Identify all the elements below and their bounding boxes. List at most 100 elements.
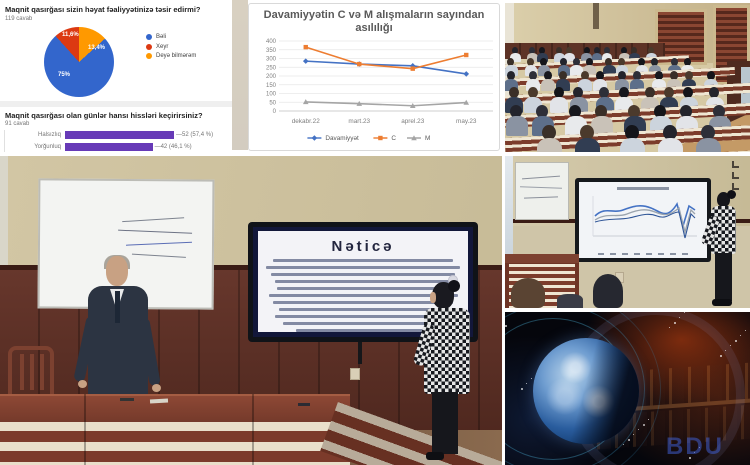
speaker-tie	[115, 291, 120, 323]
svg-text:100: 100	[266, 92, 277, 98]
lecture-hall-photo	[505, 3, 750, 152]
slide-text-line	[268, 294, 458, 297]
line-chart-panel: Davamiyyətin C və M alışmaların sayından…	[248, 3, 500, 151]
legend-item: Bəli	[146, 34, 196, 40]
svg-text:0: 0	[273, 109, 277, 115]
line-chart: 0 50 100 150 200 250 300 350 400 dekabr.22 mart.23…	[266, 39, 493, 143]
svg-text:200: 200	[266, 74, 277, 80]
svg-text:mart.23: mart.23	[348, 118, 370, 125]
wall-socket	[350, 368, 360, 380]
bar-row: Yorğunluq —42 (46,1 %)	[5, 142, 192, 152]
person	[635, 58, 649, 76]
person	[570, 58, 583, 76]
person	[696, 125, 723, 152]
person	[581, 47, 593, 63]
bar-row: Halsızlıq —52 (57,4 %)	[5, 130, 213, 140]
survey-response-count-1: 119 cavab	[5, 16, 33, 22]
person	[510, 47, 521, 63]
desk-seam	[252, 394, 254, 465]
bar-value: —42 (46,1 %)	[154, 144, 192, 150]
wall-edge	[0, 156, 8, 316]
wall-vent	[593, 3, 599, 29]
person	[620, 125, 647, 152]
field-ring	[505, 312, 661, 465]
whiteboard-writing	[118, 229, 193, 234]
whiteboard-writing	[519, 186, 563, 189]
chair	[8, 346, 54, 398]
star	[735, 340, 737, 342]
svg-text:may.23: may.23	[456, 118, 477, 125]
person	[527, 47, 538, 63]
student-audience	[505, 3, 750, 152]
collage-strip	[232, 0, 248, 150]
desk-top	[0, 394, 350, 424]
legend-dot	[146, 34, 152, 40]
slide-text-line	[272, 259, 454, 262]
slide-text-line	[266, 266, 460, 269]
bdu-watermark: BDU	[666, 433, 724, 460]
svg-text:50: 50	[269, 101, 276, 107]
survey-response-count-2: 91 cavab	[5, 121, 30, 127]
legend-label: Bəli	[156, 34, 167, 40]
space-graphic: BDU	[505, 312, 750, 465]
lectern-top	[505, 254, 579, 263]
presenter-head	[717, 192, 730, 207]
survey-results-panel: Maqnit qasırğası sizin həyat fəaliyyətin…	[0, 0, 232, 152]
screen-chart-title	[617, 187, 669, 190]
person	[554, 47, 566, 63]
audience-head	[557, 294, 583, 308]
person	[541, 71, 556, 92]
desk-seam	[84, 394, 86, 465]
student-pants	[432, 392, 458, 454]
person	[564, 47, 576, 63]
person	[615, 58, 629, 76]
classroom-photo: Nəticə	[0, 156, 502, 465]
whiteboard-writing	[523, 196, 559, 199]
hair-bun	[448, 280, 460, 292]
pie-slice-label: 11,6%	[62, 32, 79, 38]
svg-text:aprel.23: aprel.23	[401, 118, 425, 125]
pie-chart	[44, 27, 114, 97]
audience-head	[593, 274, 623, 308]
svg-text:150: 150	[266, 83, 277, 89]
star	[740, 335, 741, 336]
slide-text-line	[270, 273, 456, 276]
speaker-hand	[78, 380, 87, 388]
tv-cable	[358, 342, 362, 364]
legend-dot	[146, 43, 152, 50]
svg-text:250: 250	[266, 66, 277, 72]
bar-label: Yorğunluq	[34, 144, 61, 150]
student-face	[430, 292, 436, 303]
star	[745, 330, 746, 331]
person	[557, 58, 571, 76]
slide-text-line	[272, 301, 454, 304]
person	[550, 87, 569, 113]
presentation-photo	[505, 156, 750, 308]
pie-slice-label: 75%	[58, 72, 71, 78]
person	[537, 47, 548, 63]
whiteboard-writing	[126, 241, 192, 246]
svg-text:400: 400	[266, 39, 277, 45]
presenter	[700, 190, 747, 308]
person	[603, 58, 616, 76]
person	[658, 125, 685, 152]
whiteboard	[515, 162, 569, 220]
svg-text:Davamiyyət: Davamiyyət	[325, 136, 359, 143]
wall-hooks	[731, 160, 749, 190]
slide-text-line	[283, 322, 443, 325]
presenter-shoes	[712, 299, 732, 306]
presenter-pants	[715, 253, 732, 301]
svg-text:300: 300	[266, 57, 277, 63]
legend-dot	[146, 53, 152, 59]
slide-text-line	[274, 280, 452, 283]
person	[591, 47, 603, 63]
person	[506, 105, 529, 136]
person	[524, 58, 538, 76]
bar-value: —52 (57,4 %)	[176, 132, 214, 138]
speaker	[73, 252, 170, 402]
desk-item	[298, 403, 310, 406]
person	[575, 125, 602, 152]
survey-question-1: Maqnit qasırğası sizin həyat fəaliyyətin…	[5, 5, 201, 14]
svg-text:C: C	[391, 136, 396, 143]
